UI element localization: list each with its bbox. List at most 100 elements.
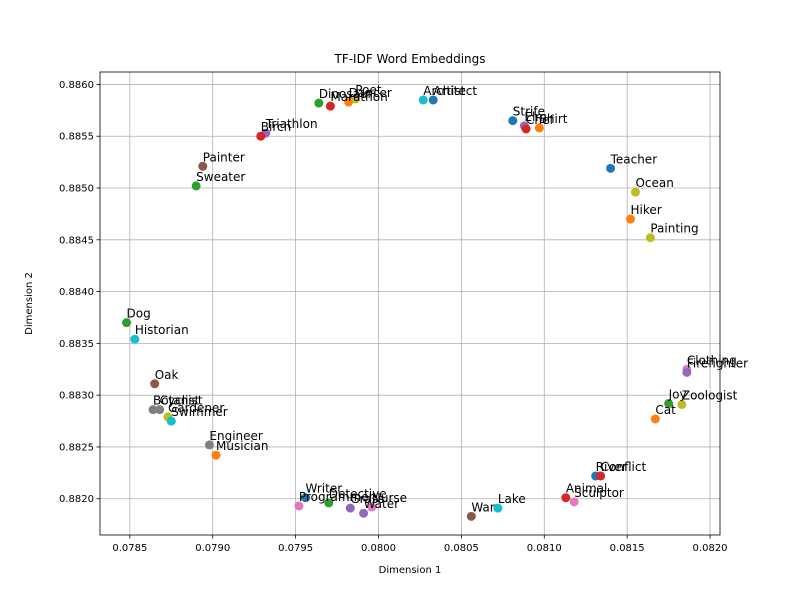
data-points: [122, 94, 692, 521]
point-label: Ocean: [635, 176, 673, 190]
point-label: Cyclist: [160, 394, 200, 408]
data-point: [325, 101, 335, 111]
data-point: [521, 124, 531, 134]
y-tick-label: 0.8845: [59, 235, 94, 246]
data-point: [561, 493, 571, 503]
data-point: [130, 334, 140, 344]
point-label: Marathon: [330, 90, 387, 104]
data-point: [367, 502, 377, 512]
data-point: [569, 497, 579, 507]
data-point: [508, 116, 518, 126]
point-label: Grass: [350, 492, 384, 506]
point-label: River: [596, 460, 627, 474]
point-label: Architect: [423, 84, 477, 98]
point-label: Clothing: [687, 353, 737, 367]
point-label: Firefighter: [687, 356, 748, 370]
y-tick-label: 0.8840: [59, 287, 94, 298]
data-point: [596, 471, 606, 481]
data-point: [148, 405, 158, 415]
data-point: [204, 440, 214, 450]
point-label: Poet: [355, 83, 382, 97]
point-label: Joy: [668, 387, 687, 401]
point-label: Hiker: [630, 203, 661, 217]
point-label: Teacher: [610, 152, 658, 166]
point-label: Zoologist: [682, 388, 738, 402]
data-point: [645, 233, 655, 243]
data-point: [166, 416, 176, 426]
point-label: Strife: [513, 105, 545, 119]
point-label: Dog: [127, 307, 151, 321]
data-point: [150, 379, 160, 389]
data-point: [191, 181, 201, 191]
data-point: [650, 414, 660, 424]
point-label: Sweater: [196, 170, 245, 184]
point-label: Writer: [306, 482, 343, 496]
point-label: Oak: [155, 368, 179, 382]
x-tick-label: 0.0810: [527, 543, 562, 554]
chart-title: TF-IDF Word Embeddings: [333, 52, 485, 66]
data-point: [256, 131, 266, 141]
point-label: Sculptor: [574, 486, 624, 500]
data-point: [534, 123, 544, 133]
point-label: War: [471, 500, 494, 514]
point-label: Swimmer: [171, 405, 228, 419]
point-label: Shirt: [539, 112, 567, 126]
point-label: Birch: [261, 120, 291, 134]
data-point: [294, 501, 304, 511]
data-point: [359, 508, 369, 518]
x-axis-label: Dimension 1: [379, 565, 442, 576]
point-label: Engineer: [209, 429, 263, 443]
y-tick-label: 0.8860: [59, 80, 94, 91]
point-label: Detective: [329, 487, 387, 501]
data-point: [493, 503, 503, 513]
data-point: [350, 94, 360, 104]
axis-ticks: 0.0785 0.0790 0.0795 0.0800 0.0805 0.0810 0.08…: [59, 80, 728, 554]
point-label: Dancer: [349, 86, 392, 100]
point-label: Dinosaur: [319, 87, 373, 101]
data-point: [664, 398, 674, 408]
data-point: [606, 163, 616, 173]
x-tick-label: 0.0800: [361, 543, 396, 554]
data-point: [155, 405, 165, 415]
point-label: Water: [364, 497, 400, 511]
x-tick-label: 0.0805: [444, 543, 479, 554]
point-label: Artist: [433, 84, 465, 98]
point-label: Triathlon: [265, 117, 318, 131]
grid: [100, 72, 720, 535]
plot-frame: [99, 71, 721, 536]
point-label: Elm: [524, 110, 547, 124]
point-label: Conflict: [601, 460, 647, 474]
data-point: [122, 318, 132, 328]
data-point: [682, 367, 692, 377]
point-label: Historian: [135, 323, 189, 337]
point-label: Musician: [216, 439, 268, 453]
x-tick-label: 0.0790: [195, 543, 230, 554]
y-tick-label: 0.8830: [59, 391, 94, 402]
point-label: Cat: [655, 403, 676, 417]
data-point: [418, 95, 428, 105]
point-label: Painter: [203, 150, 245, 164]
x-tick-label: 0.0815: [610, 543, 645, 554]
y-axis-label: Dimension 2: [24, 272, 35, 335]
data-point: [345, 503, 355, 513]
point-label: Painting: [650, 222, 698, 236]
y-tick-label: 0.8855: [59, 132, 94, 143]
data-point: [630, 187, 640, 197]
y-tick-label: 0.8825: [59, 442, 94, 453]
data-point: [301, 493, 311, 503]
data-point: [198, 161, 208, 171]
y-tick-label: 0.8850: [59, 184, 94, 195]
data-point: [314, 98, 324, 108]
x-tick-label: 0.0785: [112, 543, 147, 554]
y-tick-label: 0.8835: [59, 339, 94, 350]
point-label: Nurse: [372, 491, 407, 505]
data-point: [428, 95, 438, 105]
point-label: Programmer: [299, 490, 374, 504]
y-tick-label: 0.8820: [59, 494, 94, 505]
point-label: Lake: [498, 492, 526, 506]
data-point: [625, 214, 635, 224]
x-tick-label: 0.0820: [693, 543, 728, 554]
